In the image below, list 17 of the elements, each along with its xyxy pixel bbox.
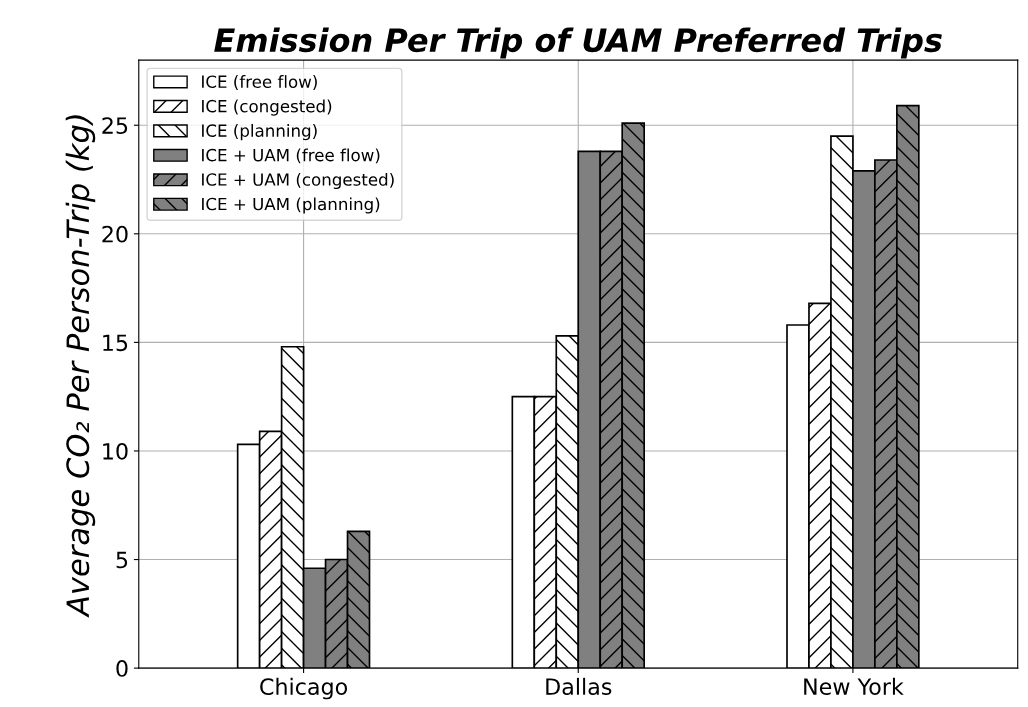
- y-tick-label: 5: [116, 551, 128, 569]
- x-tick-label: Chicago: [260, 677, 348, 700]
- legend-label: ICE (free flow): [202, 75, 317, 90]
- legend-label: ICE (congested): [202, 99, 332, 116]
- y-tick-label: 25: [102, 117, 128, 134]
- x-tick-label: New York: [804, 677, 904, 696]
- x-tick-label: Dallas: [546, 677, 612, 696]
- y-tick-label: 20: [102, 225, 128, 243]
- legend-label: ICE + UAM (free flow): [202, 148, 380, 164]
- y-tick-label: 15: [103, 334, 128, 352]
- legend-label: ICE + UAM (planning): [202, 197, 380, 214]
- legend-label: ICE + UAM (congested): [202, 172, 394, 190]
- y-tick-label: 10: [103, 442, 128, 460]
- y-axis-title: Average CO₂ Per Person-Trip (kg): [65, 115, 96, 618]
- y-tick-label: 0: [116, 660, 128, 677]
- legend-label: ICE (planning): [202, 124, 317, 141]
- chart-title: Emission Per Trip of UAM Preferred Trips: [214, 27, 942, 59]
